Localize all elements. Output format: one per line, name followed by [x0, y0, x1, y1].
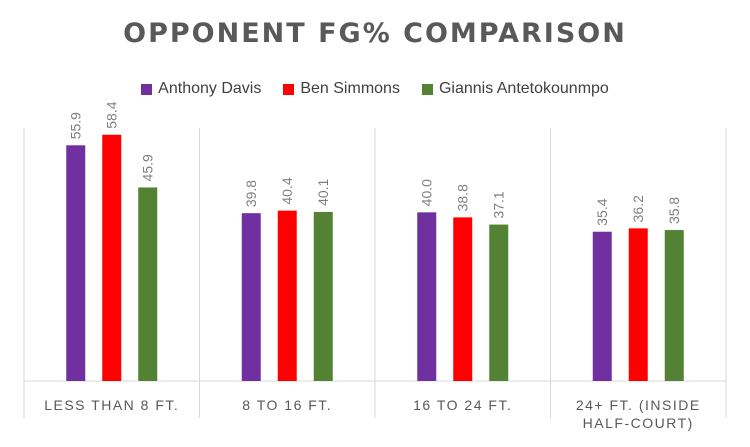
data-label: 37.1	[491, 191, 507, 218]
bar	[664, 230, 684, 381]
data-label: 40.4	[279, 177, 295, 204]
x-tick-label: HALF-COURT)	[583, 415, 694, 431]
data-label: 36.2	[630, 195, 646, 222]
x-tick-label: 8 TO 16 FT.	[242, 397, 332, 413]
legend-label-giannis-antetokounmpo: Giannis Antetokounmpo	[438, 80, 609, 97]
bar	[592, 231, 612, 381]
bar	[313, 211, 333, 381]
bar	[138, 187, 158, 381]
legend-item-anthony-davis: Anthony Davis	[141, 80, 261, 98]
data-label: 39.8	[243, 180, 259, 207]
bar	[417, 212, 437, 381]
x-tick-label: LESS THAN 8 FT.	[44, 397, 179, 413]
bar	[453, 217, 473, 381]
legend-item-giannis-antetokounmpo: Giannis Antetokounmpo	[421, 80, 609, 98]
data-label: 35.4	[594, 198, 610, 225]
data-label: 55.9	[68, 112, 84, 139]
legend-label-ben-simmons: Ben Simmons	[300, 80, 400, 97]
legend: Anthony Davis Ben Simmons Giannis Anteto…	[0, 80, 750, 98]
legend-label-anthony-davis: Anthony Davis	[158, 80, 262, 97]
legend-swatch-giannis-antetokounmpo	[421, 83, 433, 95]
x-tick-label: 16 TO 24 FT.	[413, 397, 512, 413]
x-tick-label: 24+ FT. (INSIDE	[576, 397, 701, 413]
data-label: 40.1	[315, 178, 331, 205]
bar	[628, 228, 648, 381]
legend-swatch-ben-simmons	[283, 83, 295, 95]
data-label: 45.9	[140, 154, 156, 181]
bar	[66, 145, 86, 381]
bar	[241, 213, 261, 381]
data-label: 40.0	[419, 179, 435, 206]
data-label: 35.8	[666, 197, 682, 224]
bar	[277, 210, 297, 381]
chart-title: OPPONENT FG% COMPARISON	[123, 18, 627, 49]
bar	[489, 224, 509, 381]
data-label: 38.8	[455, 184, 471, 211]
data-label: 58.4	[104, 101, 120, 128]
legend-swatch-anthony-davis	[141, 83, 153, 95]
bar	[102, 134, 122, 381]
legend-item-ben-simmons: Ben Simmons	[283, 80, 400, 98]
